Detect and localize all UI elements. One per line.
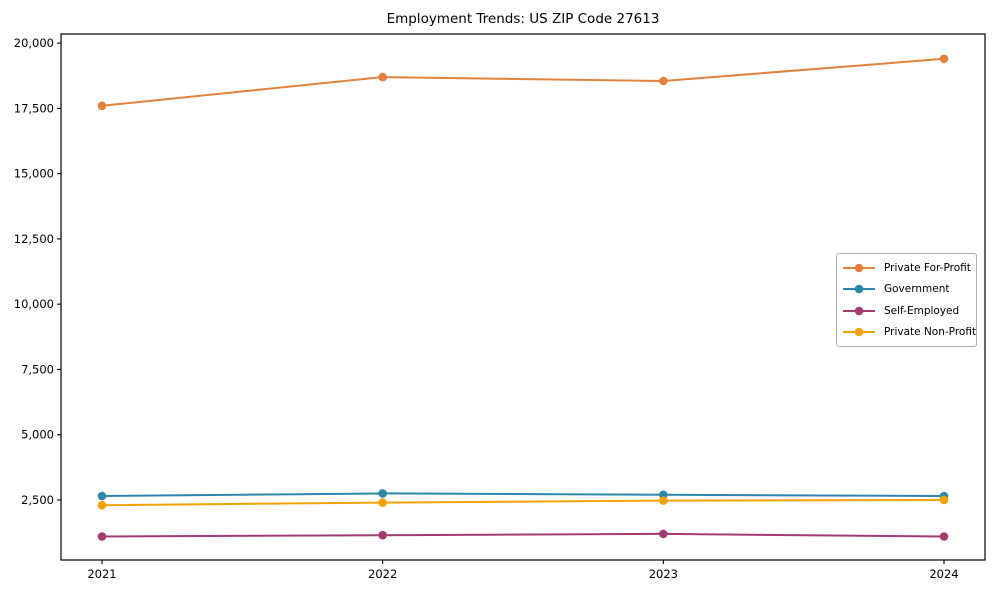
x-tick-label: 2022: [368, 567, 397, 581]
legend-line-dot-icon: [843, 284, 875, 294]
chart-legend: Private For-Profit Government Self-Employe…: [836, 253, 977, 347]
data-point-private-for-profit-2021: [97, 101, 107, 111]
legend-dot-sample: [854, 284, 864, 294]
y-tick-label: 20,000: [14, 36, 54, 50]
y-tick-label: 7,500: [21, 362, 54, 376]
legend-label: Self-Employed: [884, 304, 960, 317]
series-line-private-non-profit: [101, 498, 945, 507]
data-point-self-employed-2023: [659, 529, 668, 539]
data-point-private-non-profit-2023: [659, 496, 668, 505]
y-tick-label: 15,000: [14, 167, 54, 181]
legend-line-dot-icon: [843, 327, 875, 337]
plot-frame: [60, 33, 986, 561]
y-tick-label: 17,500: [14, 101, 54, 115]
x-tick-label: 2023: [649, 567, 678, 581]
legend-dot-sample: [854, 327, 864, 337]
data-point-private-non-profit-2022: [378, 498, 387, 507]
legend-line-dot-icon: [843, 306, 875, 316]
series-line-private-for-profit: [101, 57, 945, 107]
y-tick-label: 2,500: [21, 493, 54, 507]
legend-item-private-non-profit: Private Non-Profit: [842, 322, 976, 344]
x-tick-label: 2024: [929, 567, 958, 581]
data-point-self-employed-2022: [378, 530, 387, 540]
x-tick-label: 2021: [87, 567, 116, 581]
data-point-private-non-profit-2021: [97, 500, 107, 510]
data-point-government-2022: [378, 489, 387, 498]
legend-dot-sample: [854, 263, 864, 273]
data-point-government-2021: [97, 491, 107, 501]
data-point-self-employed-2024: [939, 532, 949, 541]
data-point-self-employed-2021: [97, 532, 107, 541]
data-point-private-for-profit-2022: [378, 72, 387, 82]
legend-item-private-for-profit: Private For-Profit: [842, 257, 971, 279]
legend-dot-sample: [854, 306, 864, 316]
y-tick-label: 5,000: [21, 428, 54, 442]
legend-label: Private Non-Profit: [884, 326, 977, 339]
legend-item-self-employed: Self-Employed: [842, 300, 970, 322]
data-point-private-for-profit-2023: [659, 76, 668, 86]
legend-label: Private For-Profit: [884, 261, 971, 274]
legend-item-government: Government: [842, 279, 970, 301]
chart-title: Employment Trends: US ZIP Code 27613: [386, 11, 660, 27]
series-line-government: [101, 492, 945, 498]
series-line-self-employed: [101, 532, 945, 538]
legend-line-dot-icon: [843, 263, 875, 273]
y-tick-label: 10,000: [14, 297, 54, 311]
data-point-private-for-profit-2024: [939, 54, 949, 64]
legend-label: Government: [884, 283, 950, 296]
data-point-private-non-profit-2024: [939, 495, 949, 505]
y-tick-label: 12,500: [14, 232, 54, 246]
